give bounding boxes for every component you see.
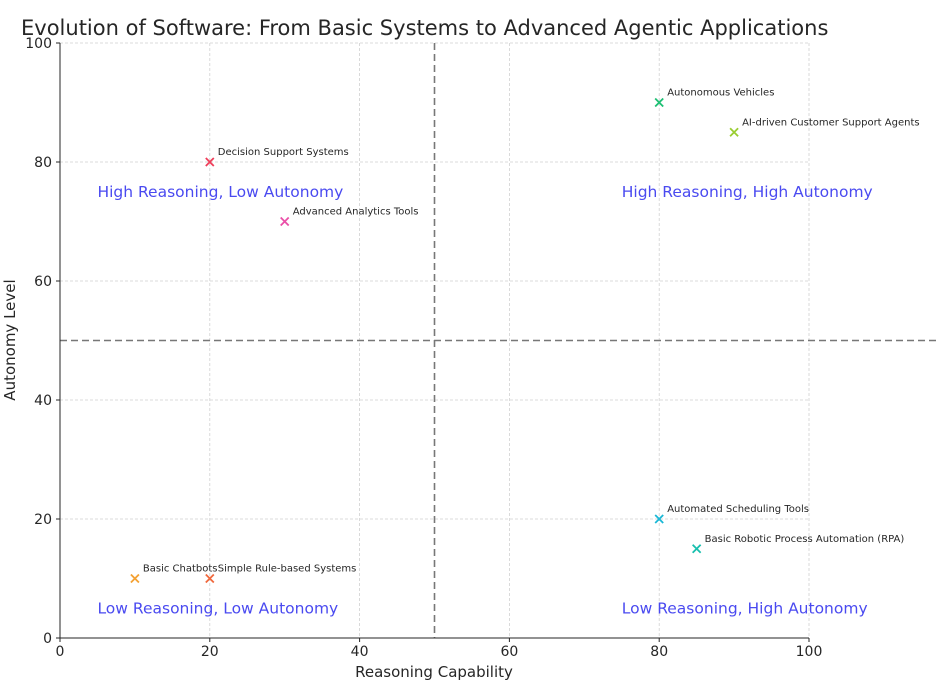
x-tick-label-100: 100	[796, 644, 823, 660]
point-label: Decision Support Systems	[218, 147, 349, 158]
y-tick-label-100: 100	[25, 36, 52, 52]
point-marker	[280, 216, 290, 227]
x-axis-label: Reasoning Capability	[355, 663, 513, 681]
y-tick-label-0: 0	[43, 631, 52, 647]
data-point: Advanced Analytics Tools	[280, 207, 419, 227]
x-tick-label-80: 80	[650, 644, 668, 660]
point-marker	[654, 97, 664, 108]
data-point: Simple Rule-based Systems	[205, 564, 357, 584]
point-marker	[130, 573, 140, 584]
point-label: Autonomous Vehicles	[667, 88, 774, 99]
x-tick-label-0: 0	[56, 644, 65, 660]
quadrant-label: Low Reasoning, High Autonomy	[622, 599, 868, 617]
data-points: Basic Chatbots Simple Rule-based Systems D…	[130, 88, 920, 584]
x-tick-label-20: 20	[201, 644, 219, 660]
data-point: Basic Robotic Process Automation (RPA)	[692, 534, 905, 554]
point-marker	[654, 514, 664, 524]
quadrant-label: High Reasoning, Low Autonomy	[97, 183, 343, 201]
data-point: AI-driven Customer Support Agents	[729, 117, 920, 137]
data-point: Decision Support Systems	[205, 147, 349, 167]
point-label: Basic Robotic Process Automation (RPA)	[705, 534, 905, 545]
y-tick-label-60: 60	[34, 274, 52, 290]
point-marker	[205, 157, 215, 167]
reference-lines	[60, 43, 940, 638]
x-tick-label-60: 60	[500, 644, 518, 660]
quadrant-label: High Reasoning, High Autonomy	[622, 183, 873, 201]
y-tick-label-40: 40	[34, 393, 52, 409]
point-marker	[729, 127, 739, 137]
axes	[59, 43, 809, 639]
y-tick-label-80: 80	[34, 155, 52, 171]
point-label: Automated Scheduling Tools	[667, 504, 809, 515]
data-point: Basic Chatbots	[130, 564, 218, 584]
x-tick-label-40: 40	[351, 644, 369, 660]
point-label: Basic Chatbots	[143, 564, 218, 575]
point-marker	[692, 544, 702, 554]
tick-labels: 0 20 40 60 80 100 0 20 40 60 80 100	[25, 36, 822, 660]
quadrant-labels: High Reasoning, Low Autonomy High Reasoni…	[97, 183, 872, 618]
point-marker	[205, 573, 215, 584]
point-label: Advanced Analytics Tools	[293, 207, 419, 218]
y-axis-label: Autonomy Level	[1, 279, 19, 400]
chart-title: Evolution of Software: From Basic System…	[21, 16, 828, 40]
quadrant-label: Low Reasoning, Low Autonomy	[97, 599, 338, 617]
point-label: Simple Rule-based Systems	[218, 564, 357, 575]
point-label: AI-driven Customer Support Agents	[742, 117, 920, 128]
data-point: Automated Scheduling Tools	[654, 504, 809, 524]
y-tick-label-20: 20	[34, 512, 52, 528]
data-point: Autonomous Vehicles	[654, 88, 774, 108]
